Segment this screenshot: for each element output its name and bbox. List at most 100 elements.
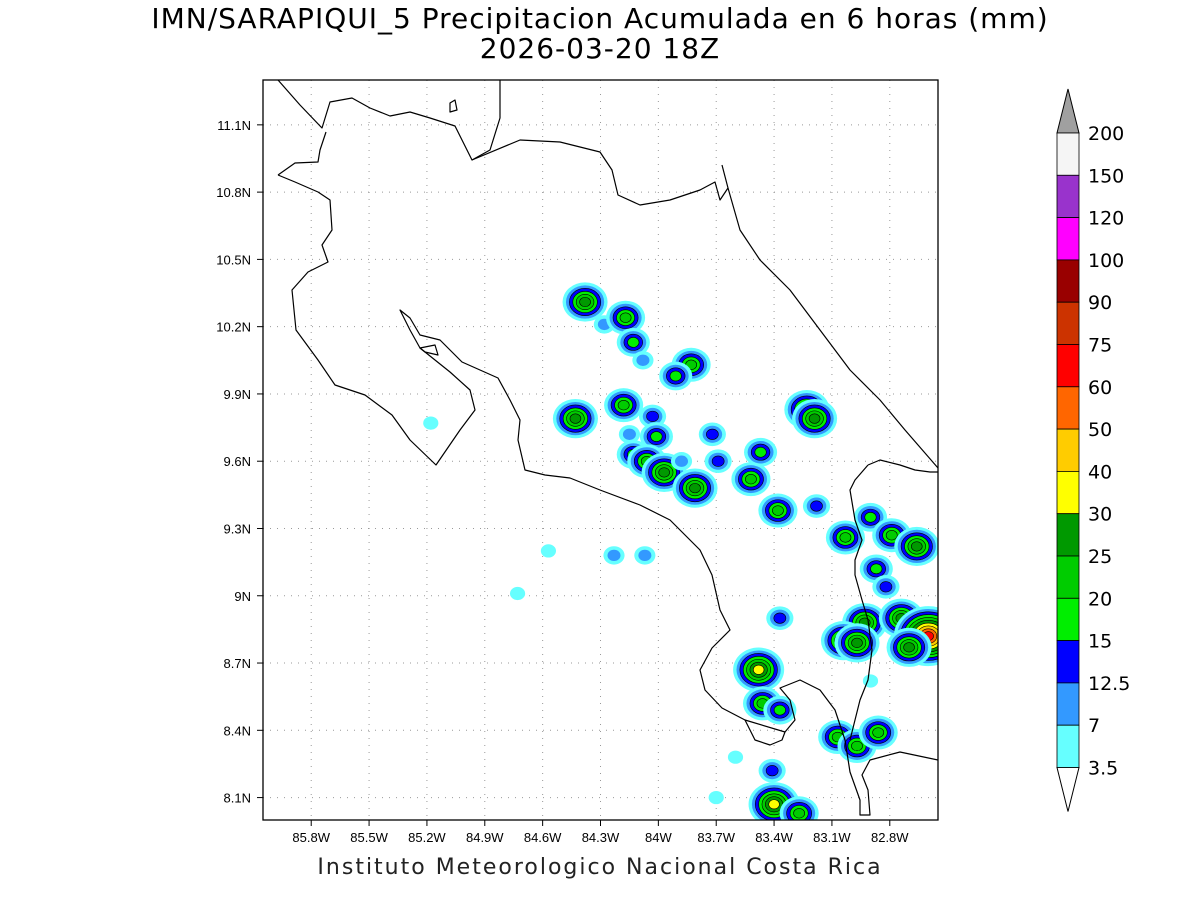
x-tick-label: 84.9W (466, 830, 504, 845)
colorbar-swatch (1056, 724, 1080, 768)
colorbar-top-arrow (1056, 88, 1080, 134)
precip-cell (708, 790, 724, 805)
precip-contour (773, 704, 786, 716)
precip-cell (672, 468, 718, 508)
precip-cell (509, 586, 526, 601)
precip-cell (562, 282, 608, 322)
precip-contour (689, 483, 701, 494)
precip-contour (810, 500, 823, 512)
colorbar-label: 200 (1088, 123, 1124, 145)
coastline (277, 80, 938, 816)
precip-cell (802, 494, 831, 518)
precip-cell (659, 361, 693, 391)
precip-contour (793, 808, 806, 819)
y-tick-label: 9.3N (224, 521, 251, 536)
precip-contour (579, 296, 591, 308)
precip-cell (766, 606, 794, 630)
colorbar-label: 12.5 (1088, 673, 1130, 695)
colorbar-swatch (1056, 682, 1080, 726)
precip-cell (872, 574, 900, 599)
precip-contour (646, 410, 659, 422)
colorbar-swatch (1056, 513, 1080, 557)
colorbar-swatch (1056, 428, 1080, 472)
precip-cell (779, 796, 819, 820)
precip-cell (618, 425, 641, 444)
x-tick-label: 83.7W (697, 830, 735, 845)
precip-contour (864, 511, 877, 523)
precip-cell (825, 520, 865, 555)
colorbar-swatch (1056, 174, 1080, 219)
colorbar-swatch (1056, 555, 1080, 599)
precip-cell (858, 715, 898, 750)
map-title: IMN/SARAPIQUI_5 Precipitacion Acumulada … (151, 2, 1049, 35)
precip-contour (872, 727, 885, 738)
footer-credit: Instituto Meteorologico Nacional Costa R… (317, 855, 883, 880)
precip-contour (773, 612, 787, 624)
x-tick-label: 83.1W (813, 830, 851, 845)
x-tick-label: 83.4W (755, 830, 793, 845)
colorbar-swatch (1056, 259, 1080, 303)
precip-contour (617, 399, 630, 411)
precip-contour (851, 637, 863, 648)
colorbar-swatch (1056, 386, 1080, 430)
precip-cell (886, 627, 932, 667)
precip-cell (552, 399, 598, 439)
precip-cell (792, 399, 838, 439)
precip-cell (670, 452, 693, 471)
precip-cell (727, 750, 744, 764)
colorbar-label: 7 (1088, 715, 1100, 737)
precip-cell (604, 388, 644, 423)
x-tick-label: 82.8W (871, 830, 909, 845)
precip-contour (674, 455, 689, 467)
precip-contour (768, 799, 780, 810)
precip-contour (808, 413, 821, 424)
precip-cell (634, 546, 656, 565)
colorbar-label: 20 (1088, 588, 1112, 610)
precip-cell (731, 462, 771, 497)
precip-contour (879, 581, 893, 593)
precip-contour (658, 467, 670, 478)
x-tick-label: 84W (645, 830, 672, 845)
precip-cell (763, 695, 797, 725)
precip-contour (708, 790, 724, 805)
colorbar-label: 30 (1088, 504, 1112, 526)
colorbar-label: 3.5 (1088, 758, 1118, 780)
precip-cell (698, 422, 726, 447)
x-tick-label: 84.3W (582, 830, 620, 845)
colorbar-label: 60 (1088, 377, 1112, 399)
precip-cell (639, 404, 667, 429)
precip-contour (622, 428, 636, 440)
precip-cell (540, 544, 557, 558)
precip-contour (870, 563, 883, 575)
precip-contour (727, 750, 744, 764)
x-tick-label: 85.8W (292, 830, 330, 845)
precip-contour (423, 416, 439, 430)
colorbar-swatch (1056, 640, 1080, 684)
precip-cell (603, 546, 625, 565)
precip-contour (509, 586, 526, 601)
latitude-axis: 11.1N 10.8N 10.5N 10.2N 9.9N 9.6N 9.3N 9N 8.7N 8.… (216, 118, 263, 806)
precip-cell (758, 758, 786, 783)
colorbar-swatch (1056, 301, 1080, 345)
longitude-axis: 85.8W 85.5W 85.2W 84.9W 84.6W 84.3W 84W 83.7W 83… (292, 820, 909, 845)
precip-contour (669, 370, 682, 382)
colorbar-label: 90 (1088, 292, 1112, 314)
grid-lines (263, 80, 938, 820)
colorbar-label: 120 (1088, 208, 1124, 230)
y-tick-label: 8.1N (224, 791, 251, 806)
precip-cell (616, 327, 650, 357)
y-tick-label: 11.1N (217, 118, 251, 133)
y-tick-label: 9N (234, 589, 251, 604)
precip-cell (606, 300, 646, 335)
colorbar-label: 50 (1088, 419, 1112, 441)
precip-contour (540, 544, 557, 558)
colorbar-legend: 3.5 7 12.5 15 20 25 30 40 50 60 75 90 100 120 150 200 (1056, 88, 1130, 812)
precip-contour (839, 532, 852, 543)
precip-contour (638, 549, 652, 562)
precip-contour (752, 664, 765, 675)
precip-contour (851, 740, 863, 752)
colorbar-label: 15 (1088, 631, 1112, 653)
precip-contour (885, 530, 898, 541)
precip-contour (745, 473, 757, 485)
